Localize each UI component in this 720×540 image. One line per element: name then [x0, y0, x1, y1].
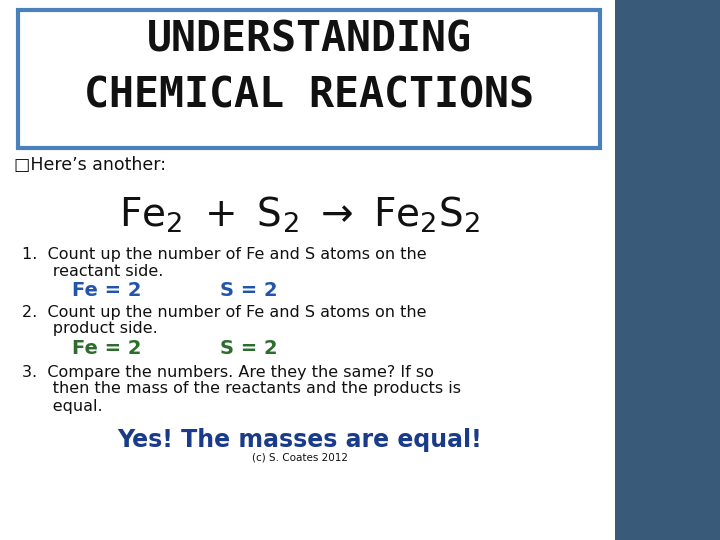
- Text: then the mass of the reactants and the products is: then the mass of the reactants and the p…: [22, 381, 461, 396]
- Polygon shape: [615, 0, 720, 540]
- FancyBboxPatch shape: [18, 10, 600, 148]
- Text: Fe = 2: Fe = 2: [72, 339, 142, 357]
- Text: $\mathregular{Fe_2\ +\ S_2\ \rightarrow\ Fe_2S_2}$: $\mathregular{Fe_2\ +\ S_2\ \rightarrow\…: [120, 195, 480, 235]
- Text: 1.  Count up the number of Fe and S atoms on the: 1. Count up the number of Fe and S atoms…: [22, 246, 427, 261]
- Polygon shape: [0, 0, 615, 540]
- Text: 2.  Count up the number of Fe and S atoms on the: 2. Count up the number of Fe and S atoms…: [22, 305, 426, 320]
- Text: Yes! The masses are equal!: Yes! The masses are equal!: [117, 428, 482, 452]
- Text: CHEMICAL REACTIONS: CHEMICAL REACTIONS: [84, 74, 534, 116]
- Text: 3.  Compare the numbers. Are they the same? If so: 3. Compare the numbers. Are they the sam…: [22, 364, 434, 380]
- Text: equal.: equal.: [22, 399, 103, 414]
- Text: UNDERSTANDING: UNDERSTANDING: [146, 19, 472, 61]
- Text: (c) S. Coates 2012: (c) S. Coates 2012: [252, 453, 348, 463]
- Text: reactant side.: reactant side.: [22, 264, 163, 279]
- Text: S = 2: S = 2: [220, 280, 278, 300]
- Text: product side.: product side.: [22, 321, 158, 336]
- Text: S = 2: S = 2: [220, 339, 278, 357]
- Text: □Here’s another:: □Here’s another:: [14, 156, 166, 174]
- Text: Fe = 2: Fe = 2: [72, 280, 142, 300]
